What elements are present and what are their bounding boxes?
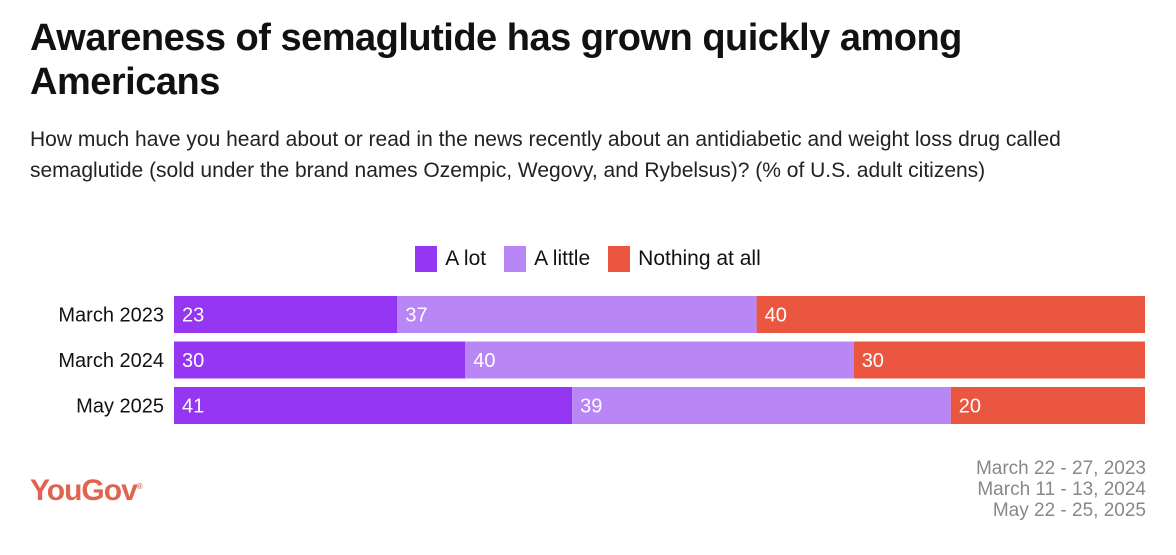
legend: A lot A little Nothing at all: [0, 246, 1176, 272]
data-label: 37: [405, 305, 427, 327]
legend-label: A little: [534, 247, 591, 270]
bar-segment: [572, 387, 951, 424]
bar-segment: [397, 296, 757, 333]
bar-segment: [756, 296, 1145, 333]
category-label: March 2024: [58, 350, 164, 372]
bar-segment: [465, 341, 854, 379]
bar-segment: [174, 387, 573, 424]
data-label: 20: [959, 396, 981, 418]
legend-item-a-lot: A lot: [415, 246, 486, 272]
date-line: March 22 - 27, 2023: [975, 458, 1146, 479]
data-label: 30: [182, 350, 204, 372]
legend-swatch: [504, 246, 527, 272]
chart-subtitle: How much have you heard about or read in…: [30, 128, 1061, 182]
data-label: 40: [765, 305, 787, 327]
data-label: 39: [580, 396, 602, 418]
date-line: March 11 - 13, 2024: [977, 479, 1146, 500]
data-label: 40: [473, 350, 495, 372]
data-label: 30: [862, 350, 884, 372]
date-line: May 22 - 25, 2025: [992, 500, 1146, 521]
bar-segment: [174, 341, 466, 379]
legend-label: Nothing at all: [638, 247, 761, 270]
data-label: 41: [182, 396, 204, 418]
data-label: 23: [182, 305, 204, 327]
legend-item-nothing: Nothing at all: [608, 246, 761, 272]
logo-text: YouGov: [30, 474, 138, 507]
bar-segment: [950, 387, 1145, 424]
fieldwork-dates: March 22 - 27, 2023 March 11 - 13, 2024 …: [976, 458, 1146, 521]
bar-segment: [174, 296, 398, 333]
chart-title: Awareness of semaglutide has grown quick…: [30, 17, 962, 103]
legend-item-a-little: A little: [504, 246, 590, 272]
bar-segment: [853, 341, 1145, 379]
legend-swatch: [415, 246, 438, 272]
legend-swatch: [608, 246, 631, 272]
yougov-logo: YouGov®: [30, 474, 143, 507]
category-label: May 2025: [76, 396, 164, 418]
category-label: March 2023: [58, 305, 164, 327]
legend-label: A lot: [445, 247, 487, 270]
bar-chart: March 2023 23 37 40 March 2024 30 40 30 May 2025…: [58, 296, 1145, 424]
